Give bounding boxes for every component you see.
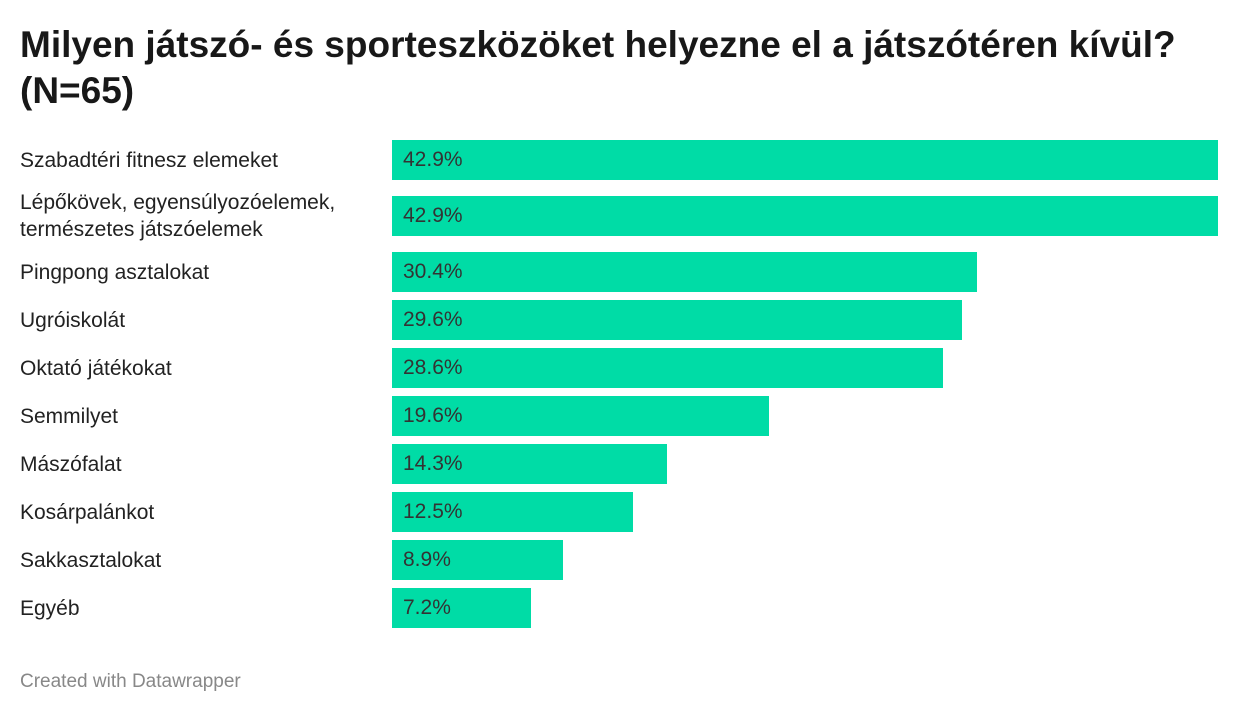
bar xyxy=(392,396,770,436)
value-label: 28.6% xyxy=(403,356,463,379)
category-label: Semmilyet xyxy=(20,404,119,428)
bar-track: 19.6% xyxy=(392,396,1220,436)
bar xyxy=(392,196,1218,236)
bar-track: 42.9% xyxy=(392,140,1220,180)
bar-row: Semmilyet 19.6% xyxy=(20,396,1220,436)
category-label: Pingpong asztalokat xyxy=(20,260,210,284)
bar-row: Mászófalat 14.3% xyxy=(20,444,1220,484)
value-label: 29.6% xyxy=(403,308,463,331)
bar-track: 29.6% xyxy=(392,300,1220,340)
value-label: 14.3% xyxy=(403,452,463,475)
bar-track: 7.2% xyxy=(392,588,1220,628)
bar-track: 28.6% xyxy=(392,348,1220,388)
value-label: 30.4% xyxy=(403,260,463,283)
bar-row: Oktató játékokat 28.6% xyxy=(20,348,1220,388)
category-label: Ugróiskolát xyxy=(20,308,126,332)
category-label: Szabadtéri fitnesz elemeket xyxy=(20,148,278,172)
value-label: 42.9% xyxy=(403,204,463,227)
value-label: 42.9% xyxy=(403,148,463,171)
bar-chart: Szabadtéri fitnesz elemeket 42.9% Lépőköve… xyxy=(20,140,1220,636)
bar-row: Sakkasztalokat 8.9% xyxy=(20,540,1220,580)
bar-row: Pingpong asztalokat 30.4% xyxy=(20,252,1220,292)
bar xyxy=(392,540,564,580)
bar xyxy=(392,348,943,388)
category-label: Lépőkövek, egyensúlyozóelemek, természet… xyxy=(20,191,336,241)
bar xyxy=(392,444,668,484)
chart-title: Milyen játszó- és sporteszközöket helyez… xyxy=(20,24,1176,111)
value-label: 8.9% xyxy=(403,548,451,571)
bar-track: 12.5% xyxy=(392,492,1220,532)
value-label: 12.5% xyxy=(403,500,463,523)
value-label: 19.6% xyxy=(403,404,463,427)
bar xyxy=(392,300,962,340)
bar-track: 30.4% xyxy=(392,252,1220,292)
footer-credit: Created with Datawrapper xyxy=(20,671,241,692)
category-label: Egyéb xyxy=(20,596,80,620)
category-label: Kosárpalánkot xyxy=(20,500,155,524)
bar-row: Ugróiskolát 29.6% xyxy=(20,300,1220,340)
bar xyxy=(392,492,633,532)
bar-row: Lépőkövek, egyensúlyozóelemek, természet… xyxy=(20,188,1220,244)
bar-track: 42.9% xyxy=(392,196,1220,236)
bar xyxy=(392,252,978,292)
category-label: Sakkasztalokat xyxy=(20,548,162,572)
bar-row: Szabadtéri fitnesz elemeket 42.9% xyxy=(20,140,1220,180)
bar-row: Kosárpalánkot 12.5% xyxy=(20,492,1220,532)
bar xyxy=(392,140,1218,180)
bar-track: 8.9% xyxy=(392,540,1220,580)
bar-track: 14.3% xyxy=(392,444,1220,484)
value-label: 7.2% xyxy=(403,596,451,619)
bar xyxy=(392,588,531,628)
category-label: Oktató játékokat xyxy=(20,356,172,380)
category-label: Mászófalat xyxy=(20,452,122,476)
bar-row: Egyéb 7.2% xyxy=(20,588,1220,628)
